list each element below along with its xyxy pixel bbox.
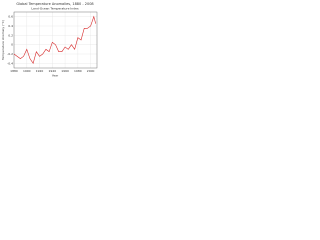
y-tick-label: 0.2 [8,33,13,37]
background [0,0,100,78]
y-tick-label: 0.4 [8,24,13,28]
x-tick-label: 1980 [74,69,82,73]
y-tick-label: -0.4 [7,61,13,65]
x-tick-label: 1920 [36,69,44,73]
chart: Global Temperature Anomalies, 1880 - 200… [0,0,100,78]
page: {"chart_data": {"type": "line", "title":… [0,0,100,78]
y-tick-label: 0.6 [8,15,13,19]
x-tick-label: 1960 [61,69,69,73]
x-tick-label: 1940 [48,69,56,73]
chart-subtitle: Land-Ocean Temperature Index [31,7,78,11]
x-axis-label: Year [52,74,59,78]
y-axis-label: Temperature Anomaly (°C) [1,20,5,61]
chart-title: Global Temperature Anomalies, 1880 - 200… [16,2,93,6]
y-tick-label: -0.2 [7,52,13,56]
x-tick-label: 1900 [23,69,31,73]
plot-frame [13,11,98,69]
x-tick-label: 2000 [87,69,95,73]
data-line [13,15,97,65]
y-tick-label: 0 [11,43,13,47]
x-tick-label: 1880 [10,69,18,73]
